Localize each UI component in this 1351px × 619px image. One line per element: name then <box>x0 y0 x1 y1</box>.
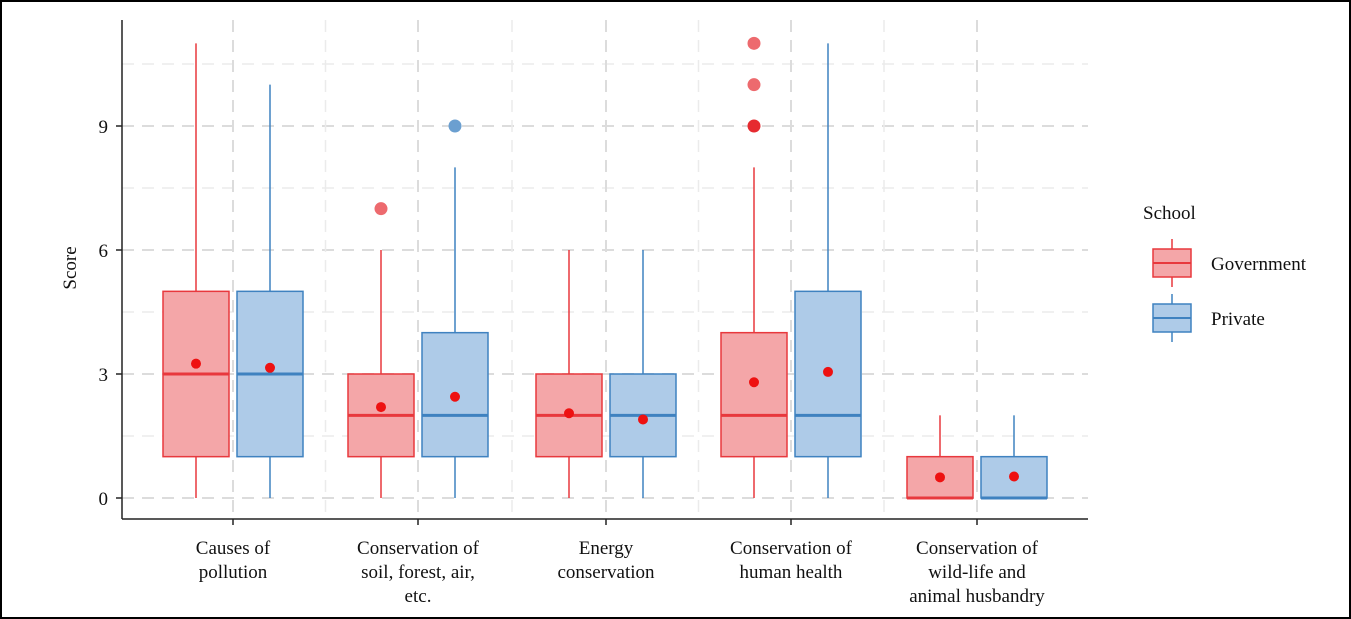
x-tick-label-line: wild-life and <box>928 562 1026 583</box>
x-tick-label: Conservation of soil, forest, air, etc. <box>357 538 480 607</box>
box-government <box>907 415 973 498</box>
x-tick-label-line: soil, forest, air, <box>361 562 475 583</box>
legend-label: Government <box>1211 254 1307 275</box>
x-tick-label-line: Causes of <box>196 538 271 559</box>
mean-point <box>450 392 460 402</box>
box-private <box>422 120 488 499</box>
x-tick-label-line: Energy <box>579 538 634 559</box>
box-government <box>348 202 414 498</box>
legend-title: School <box>1143 203 1196 224</box>
box-government <box>721 37 787 498</box>
iqr-box <box>721 333 787 457</box>
mean-point <box>376 402 386 412</box>
outlier-point <box>375 202 388 215</box>
box-private <box>610 250 676 498</box>
legend-item-private: Private <box>1153 294 1265 342</box>
mean-point <box>823 367 833 377</box>
legend-item-government: Government <box>1153 239 1307 287</box>
mean-point <box>638 414 648 424</box>
y-tick-label: 9 <box>99 117 109 138</box>
y-tick-label: 6 <box>99 241 109 262</box>
box-private <box>795 43 861 498</box>
x-tick-label-line: human health <box>740 562 843 583</box>
y-tick-label: 3 <box>99 365 109 386</box>
box-government <box>163 43 229 498</box>
x-tick-label-line: conservation <box>557 562 655 583</box>
legend: School Government Private <box>1143 203 1307 342</box>
box-government <box>536 250 602 498</box>
box-private <box>981 415 1047 498</box>
legend-label: Private <box>1211 309 1265 330</box>
x-tick-label: Conservation of wild-life and animal husba… <box>909 538 1045 607</box>
outlier-point <box>748 120 761 133</box>
mean-point <box>564 408 574 418</box>
x-tick-label: Conservation of human health <box>730 538 853 583</box>
mean-point <box>1009 472 1019 482</box>
x-tick-label: Energy conservation <box>557 538 655 583</box>
y-axis-title: Score <box>60 246 81 289</box>
x-tick-label-line: animal husbandry <box>909 586 1045 607</box>
x-tick-label-line: Conservation of <box>357 538 480 559</box>
outlier-point <box>449 120 462 133</box>
x-tick-label: Causes of pollution <box>196 538 271 583</box>
x-tick-label-line: Conservation of <box>730 538 853 559</box>
mean-point <box>749 377 759 387</box>
outlier-point <box>748 37 761 50</box>
x-tick-label-line: Conservation of <box>916 538 1039 559</box>
mean-point <box>935 472 945 482</box>
box-private <box>237 85 303 498</box>
y-tick-label: 0 <box>99 489 109 510</box>
mean-point <box>265 363 275 373</box>
outlier-point <box>748 78 761 91</box>
x-tick-label-line: etc. <box>405 586 432 607</box>
x-tick-label-line: pollution <box>199 562 268 583</box>
mean-point <box>191 359 201 369</box>
